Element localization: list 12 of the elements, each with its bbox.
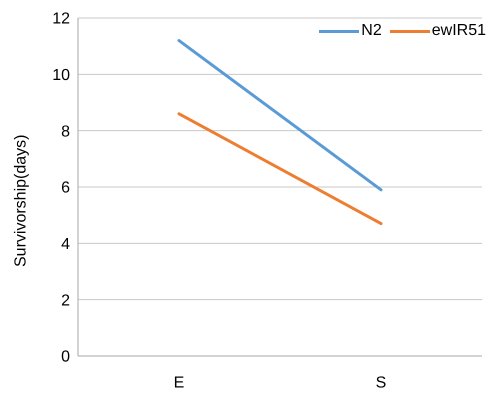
y-tick-label: 6 [61, 180, 70, 197]
y-tick-label: 4 [61, 236, 70, 254]
y-tick-label: 0 [61, 348, 70, 366]
y-tick-label: 10 [52, 67, 70, 84]
y-tick-label: 8 [61, 123, 70, 140]
y-tick-label: 12 [52, 10, 70, 28]
y-tick-label: 2 [61, 292, 70, 310]
x-tick-label: S [376, 374, 386, 392]
legend-label: ewIR51 [432, 22, 486, 40]
legend-label: N2 [361, 22, 382, 40]
y-axis-title: Survivorship(days) [12, 134, 30, 267]
x-tick-label: E [174, 374, 184, 392]
